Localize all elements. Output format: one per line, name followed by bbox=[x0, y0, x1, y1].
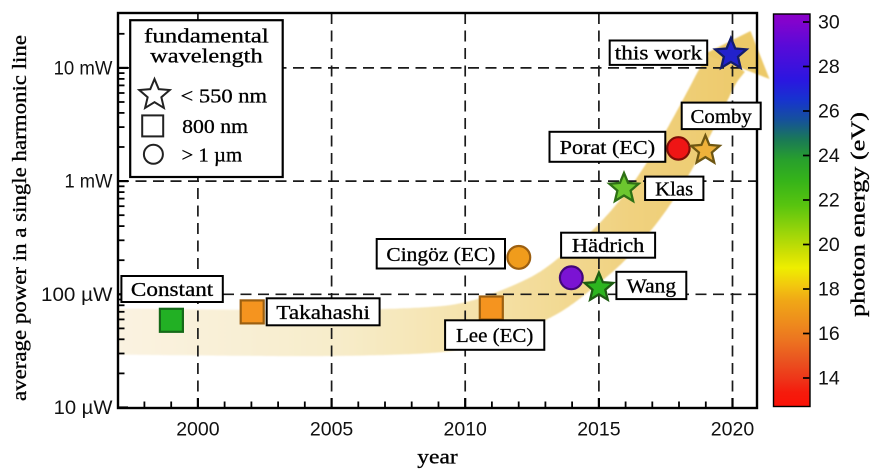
svg-text:24: 24 bbox=[818, 145, 840, 167]
svg-text:Hädrich: Hädrich bbox=[572, 235, 644, 257]
svg-text:800 nm: 800 nm bbox=[182, 116, 248, 138]
svg-text:this work: this work bbox=[615, 43, 702, 65]
svg-text:photon energy (eV): photon energy (eV) bbox=[848, 112, 870, 317]
svg-text:Comby: Comby bbox=[691, 106, 752, 128]
svg-text:Takahashi: Takahashi bbox=[276, 302, 370, 324]
svg-text:20: 20 bbox=[818, 234, 840, 256]
svg-text:Lee (EC): Lee (EC) bbox=[456, 325, 533, 347]
svg-text:18: 18 bbox=[818, 279, 840, 301]
svg-text:30: 30 bbox=[818, 12, 840, 34]
svg-text:2010: 2010 bbox=[444, 419, 488, 441]
svg-text:Klas: Klas bbox=[655, 178, 693, 200]
svg-text:2005: 2005 bbox=[310, 419, 354, 441]
svg-text:wavelength: wavelength bbox=[150, 46, 263, 68]
svg-text:average power in a single harm: average power in a single harmonic line bbox=[9, 35, 31, 401]
svg-text:< 550 nm: < 550 nm bbox=[181, 85, 268, 107]
svg-text:2000: 2000 bbox=[176, 419, 220, 441]
svg-text:26: 26 bbox=[818, 101, 840, 123]
svg-text:Constant: Constant bbox=[131, 279, 214, 301]
svg-text:> 1 µm: > 1 µm bbox=[182, 145, 243, 167]
svg-text:16: 16 bbox=[818, 323, 840, 345]
svg-text:2015: 2015 bbox=[577, 419, 621, 441]
svg-text:year: year bbox=[417, 445, 457, 469]
svg-text:1 mW: 1 mW bbox=[65, 171, 113, 193]
svg-text:14: 14 bbox=[818, 368, 840, 390]
svg-text:28: 28 bbox=[818, 56, 840, 78]
svg-text:2020: 2020 bbox=[711, 419, 755, 441]
svg-text:22: 22 bbox=[818, 190, 840, 212]
svg-text:10 µW: 10 µW bbox=[54, 397, 113, 419]
svg-text:Wang: Wang bbox=[627, 275, 676, 297]
svg-text:Cingöz (EC): Cingöz (EC) bbox=[386, 244, 495, 266]
svg-text:10 mW: 10 mW bbox=[54, 57, 113, 79]
svg-text:100 µW: 100 µW bbox=[41, 284, 113, 306]
svg-text:Porat (EC): Porat (EC) bbox=[560, 137, 655, 159]
svg-text:fundamental: fundamental bbox=[144, 26, 269, 48]
